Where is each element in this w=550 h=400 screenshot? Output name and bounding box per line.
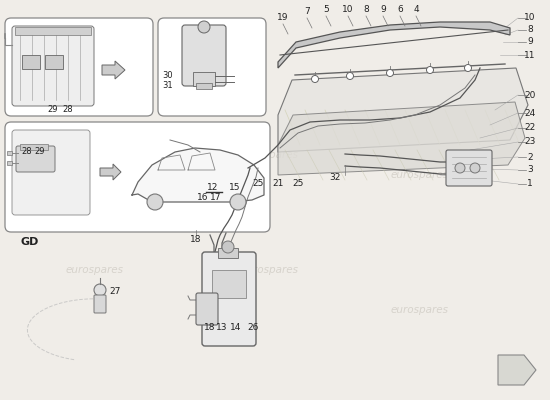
Circle shape bbox=[94, 284, 106, 296]
Text: 16: 16 bbox=[197, 192, 209, 202]
Text: 25: 25 bbox=[252, 178, 263, 188]
FancyBboxPatch shape bbox=[196, 293, 218, 325]
FancyBboxPatch shape bbox=[94, 295, 106, 313]
Text: 6: 6 bbox=[397, 6, 403, 14]
Text: 19: 19 bbox=[277, 14, 289, 22]
Polygon shape bbox=[278, 22, 510, 68]
Circle shape bbox=[346, 72, 354, 80]
Text: 23: 23 bbox=[524, 138, 536, 146]
Polygon shape bbox=[278, 102, 525, 175]
Bar bbox=[212, 270, 246, 298]
Text: eurospares: eurospares bbox=[391, 305, 449, 315]
Text: 13: 13 bbox=[216, 324, 228, 332]
Circle shape bbox=[230, 194, 246, 210]
Text: 10: 10 bbox=[342, 6, 354, 14]
Circle shape bbox=[198, 21, 210, 33]
Text: 21: 21 bbox=[272, 178, 284, 188]
FancyBboxPatch shape bbox=[5, 18, 153, 116]
Text: 29: 29 bbox=[35, 148, 45, 156]
FancyBboxPatch shape bbox=[158, 18, 266, 116]
Text: 12: 12 bbox=[207, 184, 219, 192]
Bar bbox=[45, 55, 63, 69]
FancyBboxPatch shape bbox=[182, 25, 226, 86]
Text: eurospares: eurospares bbox=[66, 265, 124, 275]
Text: 3: 3 bbox=[527, 166, 533, 174]
Text: 11: 11 bbox=[524, 50, 536, 60]
Text: 9: 9 bbox=[527, 38, 533, 46]
Text: eurospares: eurospares bbox=[66, 150, 124, 160]
Text: 25: 25 bbox=[292, 178, 304, 188]
Text: 8: 8 bbox=[363, 6, 369, 14]
Text: eurospares: eurospares bbox=[241, 265, 299, 275]
Bar bbox=[193, 72, 215, 86]
Text: 4: 4 bbox=[413, 6, 419, 14]
FancyBboxPatch shape bbox=[12, 130, 90, 215]
Text: 30: 30 bbox=[163, 70, 173, 80]
Text: 28: 28 bbox=[63, 106, 73, 114]
Text: 27: 27 bbox=[109, 288, 120, 296]
Text: 31: 31 bbox=[163, 80, 173, 90]
Circle shape bbox=[222, 241, 234, 253]
Bar bbox=[7, 151, 12, 155]
Circle shape bbox=[455, 163, 465, 173]
FancyBboxPatch shape bbox=[202, 252, 256, 346]
Circle shape bbox=[387, 70, 393, 76]
Circle shape bbox=[465, 64, 471, 72]
Text: 1: 1 bbox=[527, 180, 533, 188]
Text: eurospares: eurospares bbox=[241, 150, 299, 160]
Text: 28: 28 bbox=[21, 148, 32, 156]
Text: 8: 8 bbox=[527, 26, 533, 34]
Bar bbox=[218, 248, 238, 258]
Text: 17: 17 bbox=[210, 192, 222, 202]
Text: 29: 29 bbox=[48, 106, 58, 114]
FancyBboxPatch shape bbox=[16, 146, 55, 172]
Text: 2: 2 bbox=[527, 152, 533, 162]
Circle shape bbox=[311, 76, 318, 82]
Text: 15: 15 bbox=[229, 184, 241, 192]
Circle shape bbox=[147, 194, 163, 210]
Polygon shape bbox=[132, 148, 264, 202]
Polygon shape bbox=[100, 164, 121, 180]
Text: 9: 9 bbox=[380, 6, 386, 14]
Bar bbox=[15, 27, 91, 35]
Text: 10: 10 bbox=[524, 14, 536, 22]
Text: 14: 14 bbox=[230, 324, 241, 332]
Text: 22: 22 bbox=[524, 124, 536, 132]
FancyBboxPatch shape bbox=[5, 122, 270, 232]
Text: 20: 20 bbox=[524, 90, 536, 100]
FancyBboxPatch shape bbox=[446, 150, 492, 186]
Polygon shape bbox=[498, 355, 536, 385]
Polygon shape bbox=[102, 61, 125, 79]
Text: 18: 18 bbox=[190, 236, 202, 244]
Polygon shape bbox=[278, 68, 528, 152]
Bar bbox=[20, 144, 48, 150]
Bar bbox=[196, 83, 212, 89]
Text: 18: 18 bbox=[204, 324, 216, 332]
Text: 32: 32 bbox=[329, 174, 340, 182]
Bar bbox=[22, 55, 40, 69]
Text: GD: GD bbox=[21, 237, 39, 247]
Bar bbox=[7, 161, 12, 165]
Circle shape bbox=[426, 66, 433, 74]
Text: 24: 24 bbox=[524, 108, 536, 118]
Circle shape bbox=[470, 163, 480, 173]
Text: 5: 5 bbox=[323, 6, 329, 14]
Text: 26: 26 bbox=[248, 324, 258, 332]
Text: eurospares: eurospares bbox=[391, 170, 449, 180]
FancyBboxPatch shape bbox=[12, 26, 94, 106]
Text: 7: 7 bbox=[304, 8, 310, 16]
